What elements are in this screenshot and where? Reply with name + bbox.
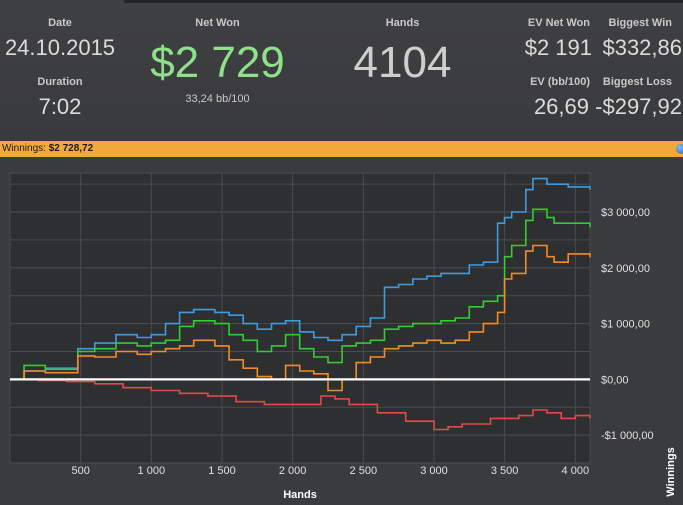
top-border bbox=[124, 0, 683, 3]
series-line-3 bbox=[10, 244, 591, 392]
ev-net-won-label: EV Net Won bbox=[527, 17, 590, 29]
biggest-loss-label: Biggest Loss bbox=[602, 76, 672, 88]
biggest-win-value: $332,86 bbox=[602, 35, 682, 60]
plot-background bbox=[9, 172, 591, 464]
x-tick-label: 4 000 bbox=[562, 465, 590, 477]
x-tick-label: 1 000 bbox=[138, 465, 166, 477]
chart-area: 500 1 000 1 500 2 000 2 500 3 000 3 500 4 000 -… bbox=[0, 157, 683, 505]
winnings-bar: Winnings: $2 728,72 bbox=[0, 141, 683, 157]
date-value: 24.10.2015 bbox=[4, 35, 116, 60]
biggest-win-label: Biggest Win bbox=[608, 17, 672, 29]
hands-value: 4104 bbox=[353, 38, 452, 87]
date-label: Date bbox=[48, 17, 72, 29]
winnings-bar-text: Winnings: $2 728,72 bbox=[2, 143, 93, 154]
net-won-label: Net Won bbox=[195, 17, 240, 29]
duration-label: Duration bbox=[37, 76, 83, 88]
y-tick-label: $3 000,00 bbox=[601, 207, 650, 219]
y-axis-label: Winnings bbox=[665, 447, 677, 496]
net-won-bb100: 33,24 bb/100 bbox=[185, 93, 250, 105]
ev-net-won-value: $2 191 bbox=[524, 35, 592, 60]
duration-value: 7:02 bbox=[38, 94, 82, 119]
y-tick-label: $0,00 bbox=[601, 374, 629, 386]
stats-header: Date 24.10.2015 Duration 7:02 Net Won $2… bbox=[0, 0, 683, 141]
y-tick-label: -$1 000,00 bbox=[601, 430, 654, 442]
y-tick-label: $1 000,00 bbox=[601, 319, 650, 331]
series-line-1 bbox=[10, 177, 591, 381]
x-tick-label: 2 500 bbox=[350, 465, 378, 477]
biggest-loss-value: -$297,92 bbox=[595, 94, 682, 119]
y-tick-label: $2 000,00 bbox=[601, 263, 650, 275]
ev-bb100-label: EV (bb/100) bbox=[530, 76, 590, 88]
x-tick-label: 500 bbox=[71, 465, 89, 477]
x-tick-label: 3 000 bbox=[420, 465, 448, 477]
winnings-label: Winnings: bbox=[2, 143, 46, 154]
winnings-value: $2 728,72 bbox=[48, 143, 94, 154]
x-tick-label: 3 500 bbox=[491, 465, 519, 477]
x-tick-label: 2 000 bbox=[279, 465, 307, 477]
series-line-4 bbox=[10, 378, 591, 431]
series-line-2 bbox=[10, 208, 591, 381]
hands-label: Hands bbox=[385, 17, 420, 29]
collapse-toggle-icon[interactable] bbox=[676, 144, 683, 154]
winnings-chart: 500 1 000 1 500 2 000 2 500 3 000 3 500 4 000 -… bbox=[9, 172, 677, 501]
x-tick-label: 1 500 bbox=[208, 465, 236, 477]
net-won-value: $2 729 bbox=[150, 38, 285, 87]
x-axis-label: Hands bbox=[283, 489, 317, 501]
ev-bb100-value: 26,69 bbox=[533, 94, 589, 119]
